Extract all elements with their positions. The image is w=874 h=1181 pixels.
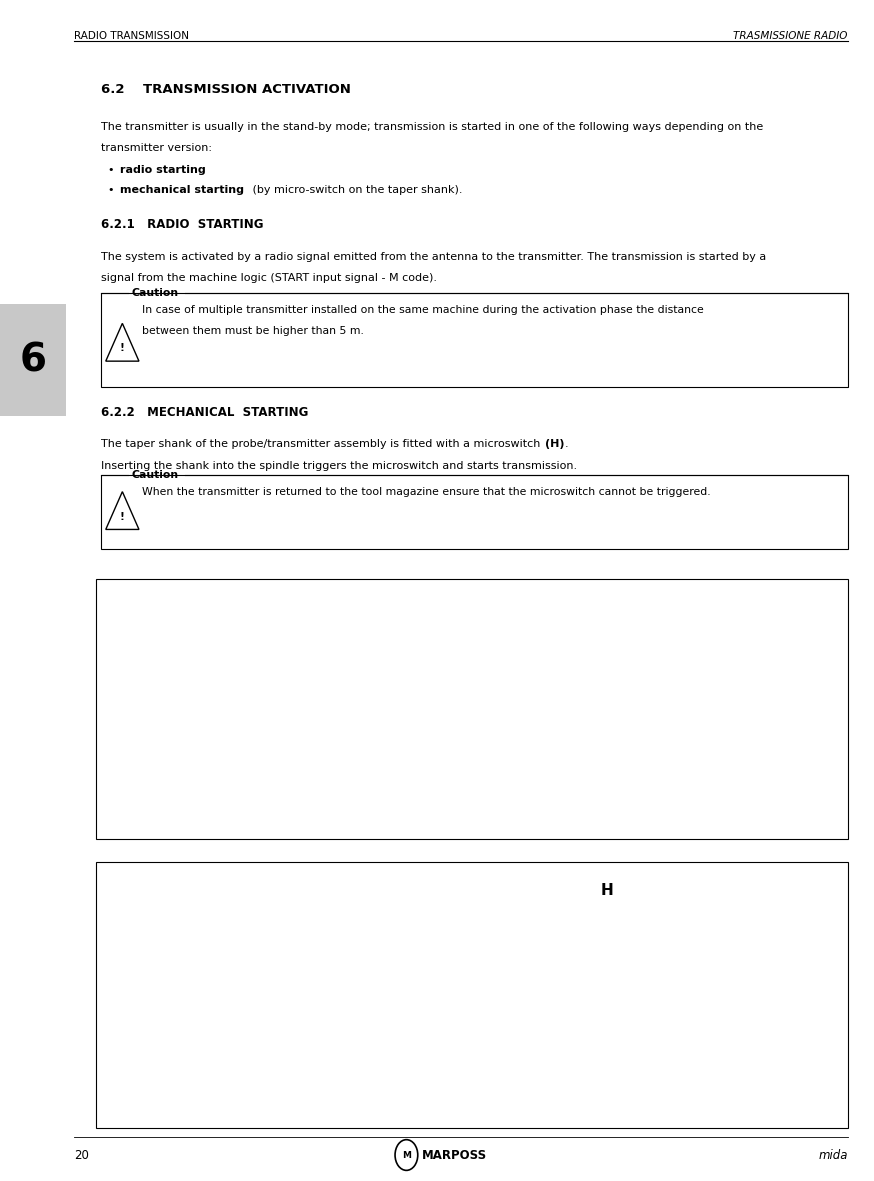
- Text: transmitter version:: transmitter version:: [101, 143, 212, 152]
- Text: TRASMISSIONE RADIO: TRASMISSIONE RADIO: [733, 32, 848, 41]
- Text: 20: 20: [74, 1148, 89, 1162]
- Text: Caution: Caution: [132, 470, 179, 479]
- Text: M: M: [402, 1150, 411, 1160]
- FancyBboxPatch shape: [96, 579, 848, 839]
- FancyBboxPatch shape: [101, 475, 848, 549]
- Text: •: •: [108, 165, 114, 175]
- Text: (H): (H): [545, 439, 564, 449]
- Text: radio starting: radio starting: [120, 165, 205, 175]
- Text: Inserting the shank into the spindle triggers the microswitch and starts transmi: Inserting the shank into the spindle tri…: [101, 461, 577, 470]
- Text: between them must be higher than 5 m.: between them must be higher than 5 m.: [142, 326, 364, 335]
- FancyBboxPatch shape: [101, 293, 848, 387]
- Text: 6.2.1   RADIO  STARTING: 6.2.1 RADIO STARTING: [101, 218, 263, 231]
- Text: signal from the machine logic (START input signal - M code).: signal from the machine logic (START inp…: [101, 273, 436, 282]
- Text: 6.2.2   MECHANICAL  STARTING: 6.2.2 MECHANICAL STARTING: [101, 406, 308, 419]
- Text: .: .: [565, 439, 568, 449]
- FancyBboxPatch shape: [96, 862, 848, 1128]
- Text: The transmitter is usually in the stand-by mode; transmission is started in one : The transmitter is usually in the stand-…: [101, 122, 763, 131]
- Text: (by micro-switch on the taper shank).: (by micro-switch on the taper shank).: [249, 185, 462, 195]
- FancyBboxPatch shape: [0, 305, 66, 417]
- Text: !: !: [120, 344, 125, 353]
- Text: The system is activated by a radio signal emitted from the antenna to the transm: The system is activated by a radio signa…: [101, 252, 766, 261]
- Text: In case of multiple transmitter installed on the same machine during the activat: In case of multiple transmitter installe…: [142, 305, 704, 314]
- Text: !: !: [120, 511, 125, 522]
- Text: mida: mida: [818, 1148, 848, 1162]
- Text: RADIO TRANSMISSION: RADIO TRANSMISSION: [74, 32, 190, 41]
- Text: MARPOSS: MARPOSS: [422, 1148, 488, 1162]
- Text: When the transmitter is returned to the tool magazine ensure that the microswitc: When the transmitter is returned to the …: [142, 487, 711, 496]
- Text: H: H: [601, 883, 614, 899]
- Text: Caution: Caution: [132, 288, 179, 298]
- Text: 6.2    TRANSMISSION ACTIVATION: 6.2 TRANSMISSION ACTIVATION: [101, 83, 350, 96]
- Text: The taper shank of the probe/transmitter assembly is fitted with a microswitch: The taper shank of the probe/transmitter…: [101, 439, 544, 449]
- Text: 6: 6: [19, 341, 46, 379]
- Text: •: •: [108, 185, 114, 195]
- Text: mechanical starting: mechanical starting: [120, 185, 244, 195]
